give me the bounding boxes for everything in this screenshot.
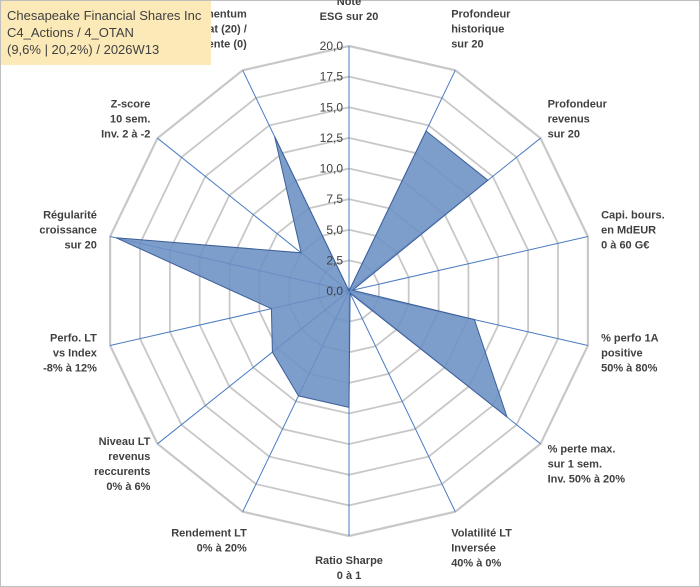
axis-label: % perte max. sur 1 sem. Inv. 50% à 20%	[548, 444, 626, 486]
axis-label-line: % perte max.	[548, 444, 616, 456]
axis-label-line: croissance	[39, 224, 96, 236]
axis-label-line: Profondeur	[548, 98, 608, 110]
axis-label-line: Perfo. LT	[50, 333, 97, 345]
series	[115, 130, 509, 419]
tick-label: 10,0	[320, 162, 344, 176]
axis-label-line: Volatilité LT	[451, 528, 512, 540]
axis-spoke	[348, 236, 589, 292]
axis-label-line: Régularité	[43, 209, 97, 221]
tick-label: 15,0	[320, 100, 344, 114]
axis-label-line: Rendement LT	[171, 528, 247, 540]
axis-label-line: Niveau LT	[99, 436, 151, 448]
axis-label-line: revenus	[548, 113, 590, 125]
axis-label: Volatilité LT Inversée 40% à 0%	[451, 528, 512, 570]
axis-label-line: en MdEUR	[601, 224, 656, 236]
title-line-2: C4_Actions / 4_OTAN	[7, 25, 134, 40]
axis-label-line: Vente (0)	[201, 38, 247, 50]
axis-label-line: ESG sur 20	[320, 11, 379, 23]
axis-label-line: 40% à 0%	[451, 558, 501, 570]
axis-label-line: Ratio Sharpe	[315, 555, 383, 567]
axis-label: Régularité croissance sur 20	[39, 209, 96, 251]
axis-label-line: -8% à 12%	[43, 363, 97, 375]
axis-label-line: sur 20	[548, 128, 580, 140]
axis-label-line: Z-score	[111, 98, 151, 110]
axis-label-line: sur 20	[451, 38, 483, 50]
series-area	[115, 130, 509, 419]
axis-label-line: reccurents	[94, 466, 150, 478]
axis-label: Profondeur historique sur 20	[451, 8, 511, 50]
axis-label-line: revenus	[108, 451, 150, 463]
axis-label: % perfo 1A positive 50% à 80%	[601, 333, 659, 375]
axis-label: Rendement LT 0% à 20%	[171, 528, 247, 555]
tick-label: 20,0	[320, 39, 344, 53]
axis-label-line: 10 sem.	[110, 113, 150, 125]
axis-label-line: 0 à 1	[337, 570, 361, 582]
axis-label: Capi. bours. en MdEUR 0 à 60 G€	[601, 209, 665, 251]
chart-title-box: Chesapeake Financial Shares Inc C4_Actio…	[1, 1, 211, 65]
axis-label-line: sur 1 sem.	[548, 459, 602, 471]
axis-label: Profondeur revenus sur 20	[548, 98, 608, 140]
axis-label-line: 50% à 80%	[601, 363, 657, 375]
axis-label-line: Capi. bours.	[601, 209, 665, 221]
axis-label-line: % perfo 1A	[601, 333, 659, 345]
axis-label-line: vs Index	[53, 348, 98, 360]
axis-label: Z-score 10 sem. Inv. 2 à -2	[101, 98, 150, 140]
axis-spoke	[348, 290, 456, 512]
axis-label: Ratio Sharpe 0 à 1	[315, 555, 383, 582]
tick-label: 12,5	[320, 131, 344, 145]
axis-label-line: historique	[451, 23, 504, 35]
axis-label-line: Note	[337, 0, 361, 8]
tick-label: 0,0	[326, 284, 343, 298]
title-line-3: (9,6% | 20,2%) / 2026W13	[7, 42, 160, 57]
axis-label: Note ESG sur 20	[320, 0, 379, 23]
tick-labels: 0,0 2,5 5,0 7,5 10,0 12,5 15,0 17,5 20,0	[320, 39, 344, 298]
axis-label-line: Inversée	[451, 543, 496, 555]
axis-label-line: 0% à 6%	[106, 481, 150, 493]
axis-labels: Note ESG sur 20 Profondeur historique sur 20…	[39, 0, 664, 582]
axis-label-line: positive	[601, 348, 643, 360]
axis-label-line: Inv. 50% à 20%	[548, 474, 626, 486]
axis-label-line: 0% à 20%	[197, 543, 247, 555]
axis-label-line: sur 20	[64, 239, 96, 251]
axis-label-line: 0 à 60 G€	[601, 239, 649, 251]
axis-label: Perfo. LT vs Index -8% à 12%	[43, 333, 98, 375]
tick-label: 17,5	[320, 70, 344, 84]
axis-label-line: Inv. 2 à -2	[101, 128, 150, 140]
title-line-1: Chesapeake Financial Shares Inc	[7, 8, 202, 23]
axis-label: Niveau LT revenus reccurents 0% à 6%	[94, 436, 151, 493]
tick-label: 5,0	[326, 223, 343, 237]
axis-label-line: Profondeur	[451, 8, 511, 20]
tick-label: 2,5	[326, 253, 343, 267]
tick-label: 7,5	[326, 192, 343, 206]
